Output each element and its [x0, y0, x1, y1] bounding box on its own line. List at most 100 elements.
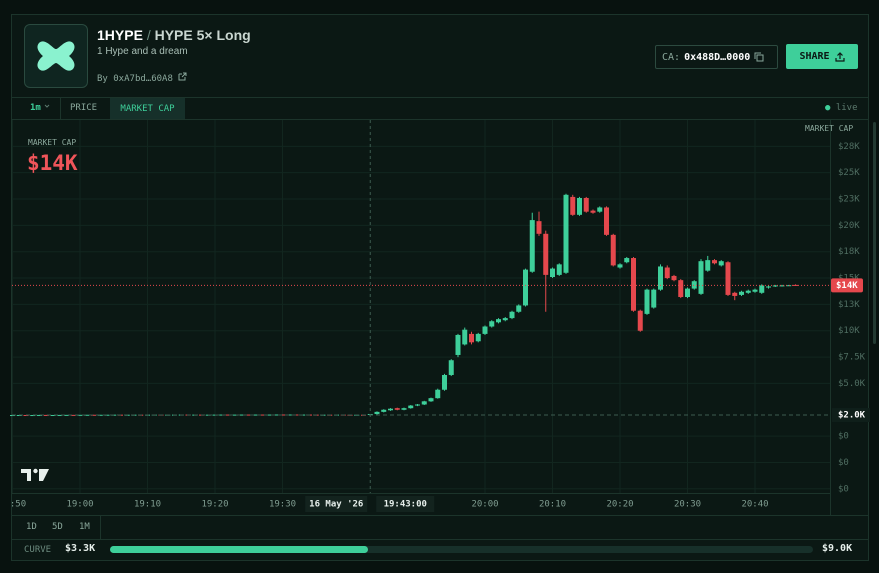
status: live	[835, 103, 858, 113]
tradingview-logo	[21, 468, 49, 481]
candle-body	[570, 196, 576, 215]
candle-body	[712, 260, 717, 264]
candle-body	[502, 318, 508, 321]
current-label: $14K	[836, 281, 858, 291]
candle-body	[239, 414, 245, 416]
y-tick-label: $10K	[838, 326, 860, 336]
divider	[12, 515, 868, 516]
x-tick-label: 19:30	[269, 500, 296, 510]
candle-body	[91, 414, 96, 416]
candle-body	[246, 414, 252, 416]
curve-track	[110, 546, 813, 553]
candle-body	[550, 268, 555, 277]
candle-body	[718, 261, 724, 266]
candle-body	[57, 414, 63, 416]
candle-body	[685, 288, 690, 298]
current-label-box	[831, 278, 863, 293]
candle-body	[725, 262, 731, 295]
candle-body	[651, 289, 657, 308]
live-dot: ●	[825, 103, 831, 113]
divider	[12, 119, 868, 120]
candle-body	[739, 291, 744, 295]
y-tick-label: $13K	[838, 300, 860, 310]
token-title: 1HYPE / HYPE 5× Long	[97, 27, 251, 43]
logo-mark	[37, 41, 75, 71]
candle-body	[604, 207, 609, 235]
logo	[24, 24, 88, 88]
candle-body	[766, 286, 771, 288]
contract-address[interactable]: CA: 0x488D…0000	[655, 45, 778, 69]
base-label-box	[832, 408, 870, 423]
y-tick-label: $0	[838, 432, 849, 442]
ca-label: CA:	[662, 51, 681, 63]
candle-body	[259, 414, 265, 416]
candle-body	[745, 290, 751, 293]
candle-body	[691, 281, 697, 289]
grid: $28K$25K$23K$20K$18K$15K$13K$10K$7.5K$5.…	[10, 120, 866, 510]
candle-body	[563, 194, 569, 273]
candle-body	[631, 258, 636, 311]
candle-body	[610, 234, 616, 266]
candle-body	[442, 374, 447, 390]
candle-body	[273, 414, 279, 416]
range-1m[interactable]: 1M	[79, 522, 90, 532]
divider	[60, 97, 61, 119]
candle-body	[415, 404, 420, 406]
y-tick-label: $5.0K	[838, 379, 866, 389]
creator[interactable]: By 0xA7bd…60A8	[97, 72, 187, 84]
y-tick-label: $18K	[838, 247, 860, 257]
candle-body	[455, 334, 461, 355]
y-axis-line	[830, 120, 831, 515]
x-tick-label: 20:10	[539, 500, 566, 510]
candle-body	[469, 333, 474, 343]
candle-body	[77, 414, 83, 416]
candle-body	[401, 408, 407, 410]
share-button[interactable]: SHARE	[786, 44, 858, 69]
candle-body	[421, 401, 427, 405]
candle-body	[597, 207, 603, 212]
candle-body	[543, 233, 549, 275]
candle-body	[577, 197, 582, 215]
candle-body	[658, 266, 663, 290]
y-axis-label: MARKET CAP	[805, 124, 854, 133]
candle-body	[523, 269, 528, 306]
candle-body	[617, 264, 623, 268]
candle-body	[698, 261, 704, 294]
token-name: HYPE 5× Long	[154, 27, 251, 43]
dropdown-icon	[44, 104, 50, 108]
candle-body	[30, 415, 36, 417]
candle-body	[752, 289, 758, 292]
copy-icon	[754, 52, 764, 62]
candle-body	[475, 333, 481, 342]
candle-body	[394, 408, 400, 410]
candle-body	[786, 285, 792, 287]
range-5d[interactable]: 5D	[52, 522, 63, 532]
y-tick-label: $0	[838, 484, 849, 494]
y-tick-label: $0	[838, 458, 849, 468]
curve-progress	[110, 546, 368, 553]
y-tick-label: $20K	[838, 221, 860, 231]
scrollbar	[873, 122, 876, 344]
x-tick-label: 20:00	[471, 500, 498, 510]
candle-body	[529, 220, 535, 272]
candle-body	[374, 411, 380, 414]
candle-body	[556, 264, 562, 275]
candle-body	[509, 311, 515, 319]
x-tick-label: 20:40	[741, 500, 768, 510]
candle-body	[70, 414, 76, 416]
candle-body	[759, 285, 765, 293]
range-1d[interactable]: 1D	[26, 522, 37, 532]
x-tick-label: 19:00	[66, 500, 93, 510]
divider	[100, 516, 101, 539]
price-tab[interactable]: PRICE	[70, 103, 98, 113]
headline-label: MARKET CAP	[28, 138, 77, 147]
candle-body	[482, 326, 488, 334]
market-cap-tab[interactable]: MARKET CAP	[110, 98, 185, 119]
candle-body	[678, 280, 684, 298]
interval-select[interactable]: 1m	[30, 102, 51, 113]
candle-body	[732, 292, 738, 296]
candle-body	[516, 305, 522, 312]
interval: 1m	[30, 103, 41, 113]
candle-body	[705, 260, 711, 271]
